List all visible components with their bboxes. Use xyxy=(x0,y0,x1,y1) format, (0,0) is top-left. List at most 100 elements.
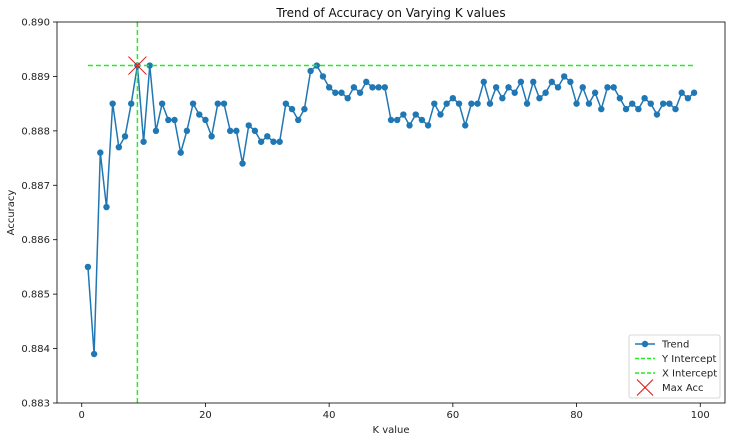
x-tick-label: 80 xyxy=(570,410,583,421)
legend-label: X Intercept xyxy=(662,369,717,380)
trend-point xyxy=(629,100,636,107)
trend-point xyxy=(659,100,667,107)
trend-point xyxy=(579,84,586,91)
trend-point xyxy=(214,100,222,107)
y-tick-label: 0.884 xyxy=(21,344,50,355)
trend-point xyxy=(653,111,661,118)
trend-point xyxy=(573,100,580,107)
trend-point xyxy=(196,111,203,118)
trend-point xyxy=(270,138,277,145)
trend-point xyxy=(480,78,487,86)
trend-point xyxy=(406,122,413,129)
trend-point xyxy=(486,100,494,107)
trend-point xyxy=(622,105,630,113)
axes: 0 20 40 60 80 100 0.883 0.884 0.885 0.886 0.887 0.8… xyxy=(21,18,709,422)
trend-point xyxy=(301,105,308,113)
trend-point xyxy=(226,127,234,135)
legend-marker-max-acc xyxy=(636,379,654,396)
chart-title: Trend of Accuracy on Varying K values xyxy=(275,6,505,20)
trend-point xyxy=(381,84,389,91)
trend-point xyxy=(338,89,345,96)
legend: Trend Y Intercept X Intercept Max Acc xyxy=(628,334,721,399)
trend-point xyxy=(418,116,426,124)
trend-point xyxy=(604,84,611,91)
trend-point xyxy=(647,100,654,107)
trend-point xyxy=(245,122,252,129)
trend-point xyxy=(400,111,407,118)
trend-point xyxy=(690,89,698,96)
legend-label: Trend xyxy=(661,340,689,351)
trend-point xyxy=(177,149,184,156)
trend-point xyxy=(183,127,191,135)
trend-point xyxy=(437,111,444,118)
trend-point xyxy=(208,133,215,140)
trend-point xyxy=(146,62,153,69)
trend-point xyxy=(363,78,370,86)
trend-point xyxy=(610,84,617,91)
trend-point xyxy=(325,84,333,91)
trend-point xyxy=(672,105,679,113)
trend-point xyxy=(684,95,692,102)
trend-point xyxy=(468,100,475,107)
legend-label: Max Acc xyxy=(662,383,704,394)
trend-point xyxy=(369,84,376,91)
trend-point xyxy=(332,89,339,96)
trend-point xyxy=(449,95,457,102)
trend-point xyxy=(560,73,568,80)
y-tick-label: 0.886 xyxy=(21,235,50,246)
trend-point xyxy=(307,67,314,75)
trend-point xyxy=(635,105,642,113)
trend-point xyxy=(505,84,512,91)
max-acc-marker xyxy=(128,56,147,75)
trend-point xyxy=(616,95,624,102)
y-tick-label: 0.888 xyxy=(21,126,50,137)
trend-point xyxy=(499,95,506,102)
trend-point xyxy=(536,95,543,102)
x-tick-label: 0 xyxy=(79,410,85,421)
trend-point xyxy=(282,100,290,107)
trend-point xyxy=(567,78,574,86)
trend-point xyxy=(165,116,172,124)
trend-point xyxy=(356,89,364,96)
trend-point xyxy=(239,160,246,167)
trend-point xyxy=(591,89,599,96)
trend-point xyxy=(171,116,178,124)
trend-point xyxy=(158,100,166,107)
trend-point xyxy=(431,100,438,107)
legend-marker-trend xyxy=(641,340,649,348)
trend-point xyxy=(412,111,419,118)
plot-frame xyxy=(56,21,726,404)
trend-point xyxy=(115,143,123,151)
legend-box xyxy=(628,334,721,399)
trend-point xyxy=(455,100,463,107)
trend-point xyxy=(443,100,450,107)
trend-point xyxy=(251,127,259,135)
trend-point xyxy=(140,138,147,145)
trend-point xyxy=(276,138,283,145)
trend-point xyxy=(220,100,228,107)
trend-point xyxy=(121,133,129,140)
trend-point xyxy=(295,116,302,124)
trend-point xyxy=(517,78,525,86)
trend-point xyxy=(344,95,351,102)
trend-point xyxy=(598,105,605,113)
trend-point xyxy=(548,78,556,86)
trend-point xyxy=(90,350,98,358)
x-tick-label: 20 xyxy=(199,410,212,421)
trend-point xyxy=(511,89,518,96)
trend-point xyxy=(554,84,562,91)
trend-point xyxy=(375,84,382,91)
trend-point xyxy=(97,149,104,156)
trend-point xyxy=(462,122,469,129)
plot-area xyxy=(84,22,698,403)
y-axis-label: Accuracy xyxy=(6,190,17,236)
trend-point xyxy=(350,84,358,91)
trend-point xyxy=(288,105,296,113)
trend-point xyxy=(84,263,92,271)
legend-label: Y Intercept xyxy=(661,354,717,365)
trend-point xyxy=(523,100,531,107)
trend-point xyxy=(393,116,401,124)
y-tick-label: 0.885 xyxy=(21,290,50,301)
trend-point xyxy=(424,122,432,129)
